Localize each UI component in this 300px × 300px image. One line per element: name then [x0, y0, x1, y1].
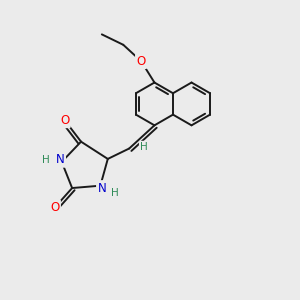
Text: N: N [98, 182, 106, 194]
Text: O: O [60, 114, 69, 127]
Text: O: O [50, 201, 59, 214]
Text: H: H [42, 155, 50, 165]
Text: H: H [140, 142, 148, 152]
Text: H: H [111, 188, 119, 198]
Text: O: O [136, 55, 146, 68]
Text: N: N [56, 153, 64, 166]
